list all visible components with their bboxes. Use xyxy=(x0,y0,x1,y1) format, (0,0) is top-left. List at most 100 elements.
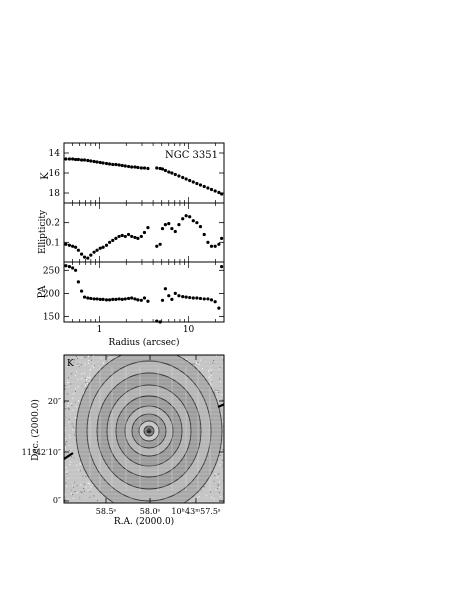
dec-axis-label: Dec. (2000.0) xyxy=(30,399,41,461)
data-point xyxy=(177,223,181,227)
noise-pixel xyxy=(78,400,80,402)
noise-pixel xyxy=(72,428,74,430)
data-point xyxy=(79,158,84,162)
noise-pixel xyxy=(88,376,90,378)
noise-pixel xyxy=(222,449,224,450)
data-point xyxy=(184,214,188,218)
noise-pixel xyxy=(64,429,66,431)
data-point xyxy=(86,296,90,300)
noise-pixel xyxy=(68,445,70,447)
noise-pixel xyxy=(218,389,220,391)
noise-pixel xyxy=(91,359,92,361)
y-tick-label: 14 xyxy=(49,149,61,159)
data-point xyxy=(213,189,217,193)
noise-pixel xyxy=(87,383,88,385)
noise-pixel xyxy=(64,401,66,403)
data-point xyxy=(64,264,68,268)
noise-pixel xyxy=(75,387,77,389)
noise-pixel xyxy=(67,402,69,404)
data-point xyxy=(206,297,210,301)
data-point xyxy=(173,229,177,234)
noise-pixel xyxy=(74,359,76,361)
data-point xyxy=(167,222,171,226)
noise-pixel xyxy=(80,364,82,366)
data-point xyxy=(92,250,96,254)
noise-pixel xyxy=(65,408,67,410)
data-point xyxy=(82,158,87,162)
data-point xyxy=(163,223,168,227)
noise-pixel xyxy=(67,498,69,500)
noise-pixel xyxy=(221,394,223,396)
ra-tick-label: 58.0ˢ xyxy=(140,507,161,516)
ra-tick-label: 10ʰ43ᵐ57.5ˢ xyxy=(171,507,221,516)
data-point xyxy=(217,306,221,310)
noise-pixel xyxy=(215,390,217,391)
surface-brightness-panel: NGC 3351 K 14 16 18 xyxy=(40,142,225,204)
noise-pixel xyxy=(73,497,75,499)
data-point xyxy=(133,165,137,169)
x-ticks xyxy=(63,262,216,322)
noise-pixel xyxy=(210,375,212,377)
noise-pixel xyxy=(68,382,70,384)
data-point xyxy=(139,166,143,170)
noise-pixel xyxy=(65,437,67,439)
noise-pixel xyxy=(66,393,68,395)
y-tick-label: 250 xyxy=(43,266,60,276)
noise-pixel xyxy=(205,495,207,497)
x-tick-label: 10 xyxy=(183,325,195,335)
data-point xyxy=(191,180,195,184)
data-point xyxy=(142,166,147,170)
noise-pixel xyxy=(70,360,71,362)
data-point xyxy=(104,298,109,302)
data-point xyxy=(170,226,174,231)
noise-pixel xyxy=(184,358,186,360)
data-point xyxy=(146,299,150,303)
noise-pixel xyxy=(107,355,109,357)
data-point xyxy=(98,246,102,250)
panel-frame xyxy=(63,261,225,323)
noise-pixel xyxy=(221,421,223,422)
ra-axis-label: R.A. (2000.0) xyxy=(114,516,174,527)
data-point xyxy=(195,221,199,225)
noise-pixel xyxy=(211,381,213,383)
noise-pixel xyxy=(89,491,91,493)
noise-pixel xyxy=(219,464,221,466)
noise-pixel xyxy=(80,491,82,493)
noise-pixel xyxy=(203,486,205,488)
data-point xyxy=(114,297,118,301)
data-point xyxy=(67,265,72,269)
noise-pixel xyxy=(82,475,84,477)
noise-pixel xyxy=(68,449,70,451)
noise-pixel xyxy=(65,441,67,443)
noise-pixel xyxy=(64,385,66,387)
noise-pixel xyxy=(64,494,66,496)
noise-pixel xyxy=(71,373,73,375)
noise-pixel xyxy=(68,418,70,420)
noise-pixel xyxy=(218,368,220,370)
data-point xyxy=(89,159,93,163)
noise-pixel xyxy=(68,386,70,388)
noise-pixel xyxy=(83,372,85,374)
noise-pixel xyxy=(88,362,90,364)
pa-axis-label: PA xyxy=(37,285,48,299)
data-point xyxy=(130,234,134,239)
data-point xyxy=(173,291,177,295)
data-point xyxy=(71,266,75,270)
data-point xyxy=(155,244,159,248)
data-point xyxy=(76,280,80,284)
noise-pixel xyxy=(73,393,75,394)
noise-pixel xyxy=(66,469,68,471)
data-point xyxy=(163,287,168,291)
noise-pixel xyxy=(85,475,87,477)
noise-pixel xyxy=(70,456,72,458)
data-point xyxy=(163,168,168,173)
map-frame xyxy=(63,354,225,504)
noise-pixel xyxy=(77,469,79,471)
data-point xyxy=(202,297,206,301)
noise-pixel xyxy=(77,379,79,381)
noise-pixel xyxy=(213,498,215,500)
data-point xyxy=(188,215,192,219)
noise-pixel xyxy=(68,434,70,436)
data-point xyxy=(120,163,124,168)
noise-pixel xyxy=(80,484,82,486)
